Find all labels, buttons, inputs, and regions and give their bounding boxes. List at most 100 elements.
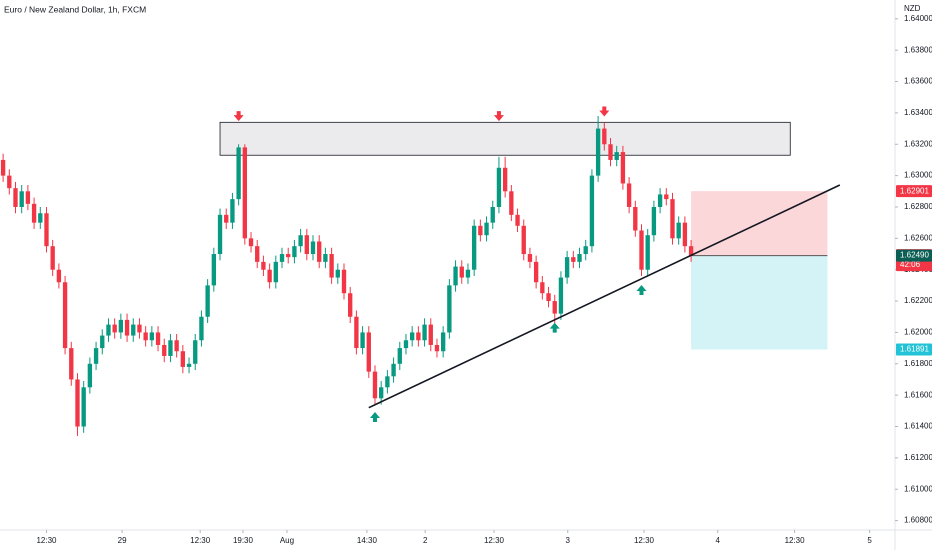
candle-body — [527, 254, 533, 262]
candle-body — [341, 269, 347, 294]
y-tick-label: 1.61400 — [904, 422, 932, 431]
candle-body — [93, 348, 99, 364]
y-tick-label: 1.63400 — [904, 108, 932, 117]
candle-body — [571, 257, 576, 262]
candle-body — [38, 213, 43, 223]
candle-body — [56, 269, 62, 283]
candle-body — [478, 225, 483, 236]
candle-body — [385, 376, 390, 388]
candle-body — [651, 206, 657, 236]
candle-body — [69, 348, 74, 380]
candle-body — [372, 371, 378, 399]
candle-body — [564, 257, 570, 278]
candle-body — [633, 206, 638, 231]
y-axis-label: NZD — [904, 4, 921, 13]
candle-body — [465, 269, 471, 278]
price-tag-label: 1.62901 — [900, 186, 929, 195]
y-tick-label: 1.60800 — [904, 516, 932, 525]
price-tag — [896, 249, 932, 262]
x-tick-label: 12:30 — [190, 536, 211, 545]
candle-body — [682, 222, 688, 247]
candle-body — [162, 344, 167, 356]
price-tag — [896, 185, 932, 198]
candle-body — [416, 332, 421, 341]
candle-body — [577, 254, 582, 262]
candle-body — [255, 246, 260, 262]
candle-body — [664, 194, 669, 200]
y-tick-label: 1.62200 — [904, 296, 932, 305]
candle-body — [670, 199, 675, 239]
candle-body — [273, 261, 278, 283]
y-tick-label: 1.61200 — [904, 453, 932, 462]
candle-body — [286, 254, 291, 258]
candle-body — [676, 222, 681, 239]
candle-body — [608, 144, 613, 160]
y-tick-label: 1.63000 — [904, 171, 932, 180]
down-arrow — [233, 111, 244, 122]
candle-body — [379, 387, 384, 399]
candle-body — [106, 324, 111, 336]
candle-body — [224, 214, 229, 223]
candle-body — [112, 324, 117, 333]
candle-body — [180, 351, 186, 367]
candle-body — [50, 246, 55, 270]
candle-body — [261, 261, 266, 270]
y-tick-label: 1.62800 — [904, 202, 932, 211]
candle-body — [0, 159, 6, 176]
candle-body — [620, 152, 626, 184]
y-tick-label: 1.61800 — [904, 359, 932, 368]
up-arrow — [369, 411, 380, 422]
candle-body — [354, 316, 359, 349]
candle-body — [168, 340, 173, 356]
candle-body — [317, 241, 322, 262]
x-tick-label: 12:30 — [484, 536, 505, 545]
candle-body — [410, 332, 415, 341]
candle-body — [329, 254, 334, 278]
candle-body — [540, 282, 545, 294]
candle-body — [583, 246, 588, 255]
x-tick-label: 19:30 — [233, 536, 254, 545]
candle-body — [118, 319, 124, 333]
candle-body — [422, 324, 427, 341]
candle-body — [496, 167, 502, 207]
candle-body — [230, 199, 235, 223]
candle-body — [645, 235, 650, 270]
candle-body — [459, 266, 464, 278]
price-tag-label: 1.61891 — [900, 345, 929, 354]
y-tick-label: 1.62600 — [904, 233, 932, 242]
candle-body — [614, 152, 619, 160]
x-tick-label: 12:30 — [634, 536, 655, 545]
candle-body — [292, 246, 297, 258]
candle-body — [174, 340, 179, 352]
price-tag — [896, 343, 932, 356]
y-tick-label: 1.61000 — [904, 484, 932, 493]
candle-body — [366, 332, 371, 372]
x-tick-label: 12:30 — [785, 536, 806, 545]
candle-body — [7, 175, 12, 189]
candle-body — [217, 214, 223, 255]
target-zone — [691, 255, 828, 350]
candle-body — [502, 167, 508, 192]
candle-body — [490, 206, 495, 223]
candle-body — [19, 191, 24, 207]
candle-body — [546, 293, 551, 302]
candle-body — [428, 324, 433, 345]
candle-body — [248, 238, 254, 247]
x-tick-label: 14:30 — [357, 536, 378, 545]
candle-body — [31, 203, 37, 223]
candle-body — [434, 344, 440, 352]
candle-body — [211, 254, 217, 286]
candle-body — [484, 222, 489, 236]
candle-body — [62, 282, 68, 349]
chart-title: Euro / New Zealand Dollar, 1h, FXCM — [4, 4, 146, 14]
candle-body — [193, 340, 198, 364]
candle-body — [558, 277, 564, 314]
candle-body — [360, 332, 365, 349]
candle-body — [471, 225, 477, 270]
y-tick-label: 1.63200 — [904, 139, 932, 148]
candle-body — [335, 269, 340, 278]
candle-body — [509, 191, 514, 215]
candle-body — [589, 175, 595, 247]
candle-body — [447, 285, 452, 333]
